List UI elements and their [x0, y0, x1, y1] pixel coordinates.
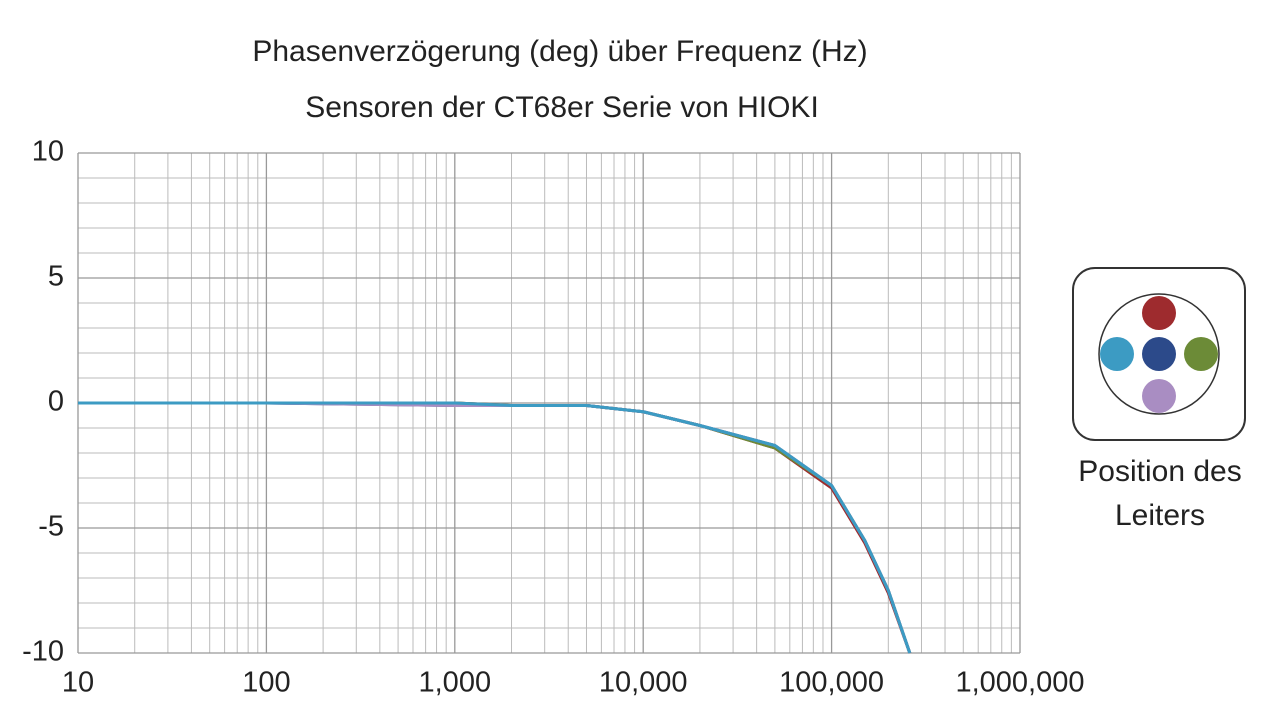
legend-title-box: Position des Leiters — [1078, 455, 1242, 532]
legend-dot — [1184, 337, 1218, 371]
legend-dot — [1142, 296, 1176, 330]
y-tick-label: 10 — [32, 136, 64, 168]
x-tick-label: 1,000,000 — [955, 667, 1084, 699]
conductor-outline — [1098, 293, 1220, 415]
x-tick-label: 100 — [242, 667, 290, 699]
legend-dot — [1142, 379, 1176, 413]
y-tick-label: 5 — [48, 261, 64, 293]
y-tick-label: -5 — [38, 511, 64, 543]
chart-subtitle: Sensoren der CT68er Serie von HIOKI — [305, 91, 819, 124]
x-tick-label: 10 — [62, 667, 94, 699]
x-tick-label: 1,000 — [419, 667, 492, 699]
chart-title: Phasenverzögerung (deg) über Frequenz (H… — [252, 35, 867, 68]
y-tick-label: -10 — [22, 636, 64, 668]
x-tick-label: 100,000 — [779, 667, 884, 699]
legend-dot — [1142, 337, 1176, 371]
y-tick-label: 0 — [48, 386, 64, 418]
legend-title: Position des Leiters — [1078, 455, 1242, 532]
series-line — [78, 401, 912, 654]
x-tick-label: 10,000 — [599, 667, 688, 699]
legend-dot — [1100, 337, 1134, 371]
